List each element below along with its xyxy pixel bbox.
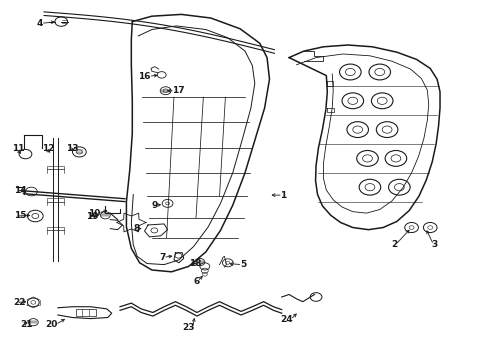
- Text: 12: 12: [42, 144, 54, 153]
- Text: 8: 8: [133, 224, 140, 233]
- Text: 17: 17: [172, 86, 185, 95]
- Text: 11: 11: [12, 144, 25, 153]
- Text: 5: 5: [240, 260, 246, 269]
- Text: 18: 18: [189, 259, 201, 268]
- Text: 20: 20: [46, 320, 58, 329]
- Text: 1: 1: [280, 191, 287, 199]
- Text: 15: 15: [14, 211, 26, 220]
- Text: 9: 9: [152, 201, 158, 210]
- Text: 16: 16: [138, 72, 151, 81]
- Text: 10: 10: [88, 209, 100, 217]
- Text: 19: 19: [86, 212, 98, 221]
- Text: 3: 3: [431, 240, 438, 249]
- Text: 13: 13: [66, 144, 79, 153]
- Bar: [76, 309, 96, 316]
- Text: 2: 2: [392, 240, 398, 249]
- Text: 4: 4: [37, 19, 43, 28]
- Text: 14: 14: [14, 186, 26, 195]
- Text: 23: 23: [182, 323, 195, 332]
- Text: 22: 22: [14, 298, 26, 307]
- Text: 6: 6: [194, 277, 200, 286]
- Text: 21: 21: [21, 320, 33, 329]
- Text: 7: 7: [159, 253, 166, 262]
- Text: 24: 24: [280, 315, 293, 324]
